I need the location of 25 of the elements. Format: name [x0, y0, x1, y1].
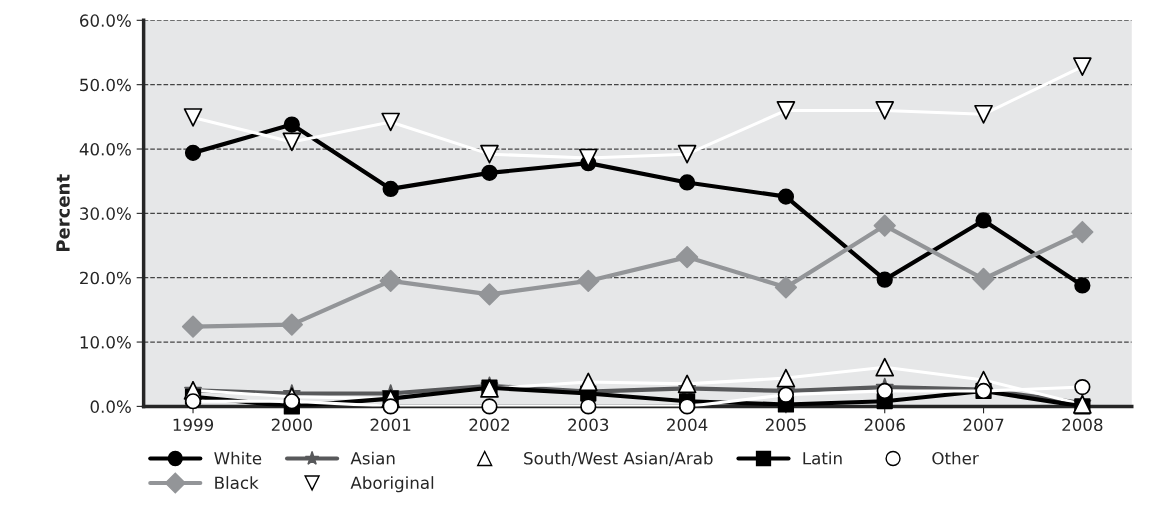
- x-tick-label: 2002: [469, 418, 510, 432]
- legend-label: Other: [932, 451, 979, 465]
- x-tick-label: 1999: [173, 418, 214, 432]
- legend-label: Black: [215, 476, 259, 490]
- legend-label: White: [214, 451, 262, 465]
- x-tick-label: 2007: [963, 418, 1004, 432]
- y-tick-label: 10.0%: [80, 336, 131, 349]
- legend-label: Aboriginal: [350, 476, 434, 493]
- y-tick-label: 60.0%: [80, 14, 131, 27]
- y-tick-label: 30.0%: [80, 207, 131, 220]
- y-tick-label: 50.0%: [80, 78, 131, 92]
- x-tick-label: 2001: [370, 418, 411, 432]
- y-axis-title: Percent: [56, 174, 70, 252]
- x-tick-label: 2005: [765, 418, 806, 432]
- x-tick-label: 2004: [667, 418, 708, 432]
- legend-label: Latin: [803, 451, 842, 465]
- x-tick-label: 2008: [1062, 418, 1103, 432]
- y-tick-label: 20.0%: [80, 271, 131, 285]
- legend-label: South/West Asian/Arab: [524, 451, 713, 466]
- y-tick-label: 40.0%: [79, 142, 131, 156]
- legend-label: Asian: [350, 451, 395, 465]
- x-tick-label: 2006: [864, 418, 905, 432]
- x-tick-label: 2000: [271, 418, 312, 432]
- y-tick-label: 0.0%: [90, 400, 131, 413]
- x-tick-label: 2003: [568, 418, 609, 432]
